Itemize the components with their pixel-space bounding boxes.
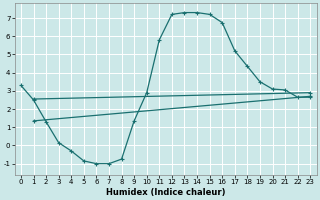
X-axis label: Humidex (Indice chaleur): Humidex (Indice chaleur) [106,188,225,197]
